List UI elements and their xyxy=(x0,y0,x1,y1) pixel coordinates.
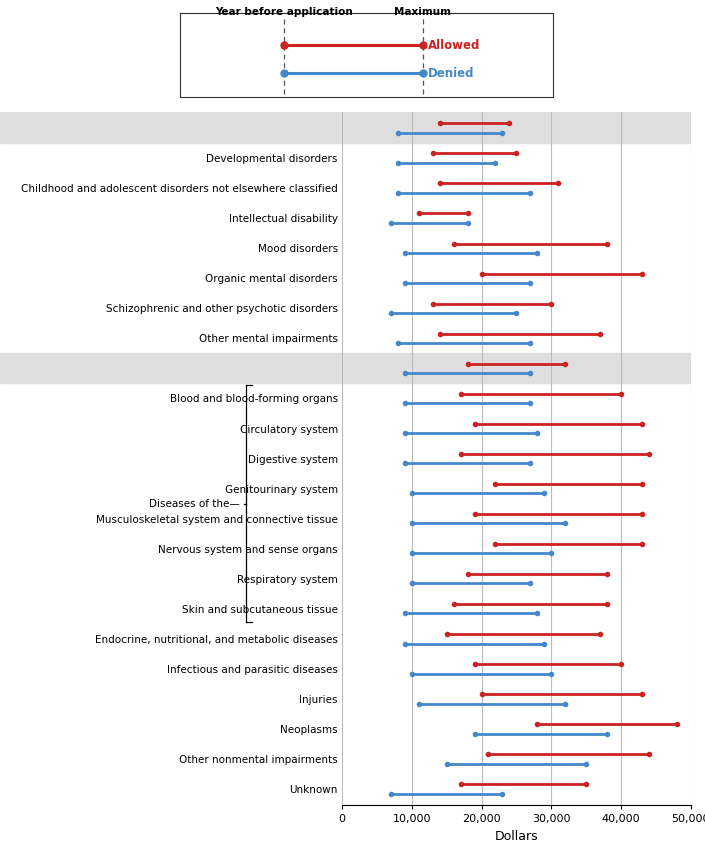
Bar xyxy=(342,354,691,383)
Text: Diseases of the—: Diseases of the— xyxy=(149,498,240,508)
Text: Mental impairments: Mental impairments xyxy=(197,119,338,133)
Text: Maximum: Maximum xyxy=(394,7,451,17)
X-axis label: Dollars: Dollars xyxy=(495,830,538,843)
Text: Nonmental impairments: Nonmental impairments xyxy=(169,362,338,375)
Text: Allowed: Allowed xyxy=(428,39,481,52)
Bar xyxy=(0,354,342,383)
Bar xyxy=(342,108,691,143)
Text: Year before application: Year before application xyxy=(216,7,353,17)
Text: Denied: Denied xyxy=(428,67,474,80)
Bar xyxy=(0,108,342,143)
